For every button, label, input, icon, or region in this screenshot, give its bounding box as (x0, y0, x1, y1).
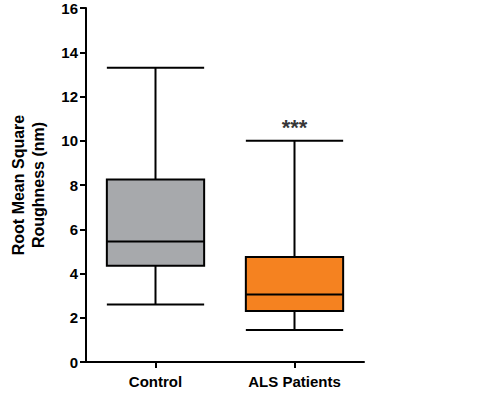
svg-text:2: 2 (70, 309, 78, 326)
svg-text:ALS Patients: ALS Patients (248, 373, 341, 390)
svg-text:***: *** (282, 115, 308, 140)
svg-text:16: 16 (61, 0, 78, 17)
svg-text:8: 8 (70, 177, 78, 194)
svg-text:Roughness (nm): Roughness (nm) (30, 122, 47, 248)
svg-text:6: 6 (70, 221, 78, 238)
svg-text:10: 10 (61, 132, 78, 149)
svg-text:4: 4 (70, 265, 79, 282)
svg-text:Control: Control (129, 373, 182, 390)
svg-text:12: 12 (61, 88, 78, 105)
svg-text:Root Mean Square: Root Mean Square (10, 115, 27, 256)
svg-text:0: 0 (70, 354, 78, 371)
svg-text:14: 14 (61, 44, 78, 61)
